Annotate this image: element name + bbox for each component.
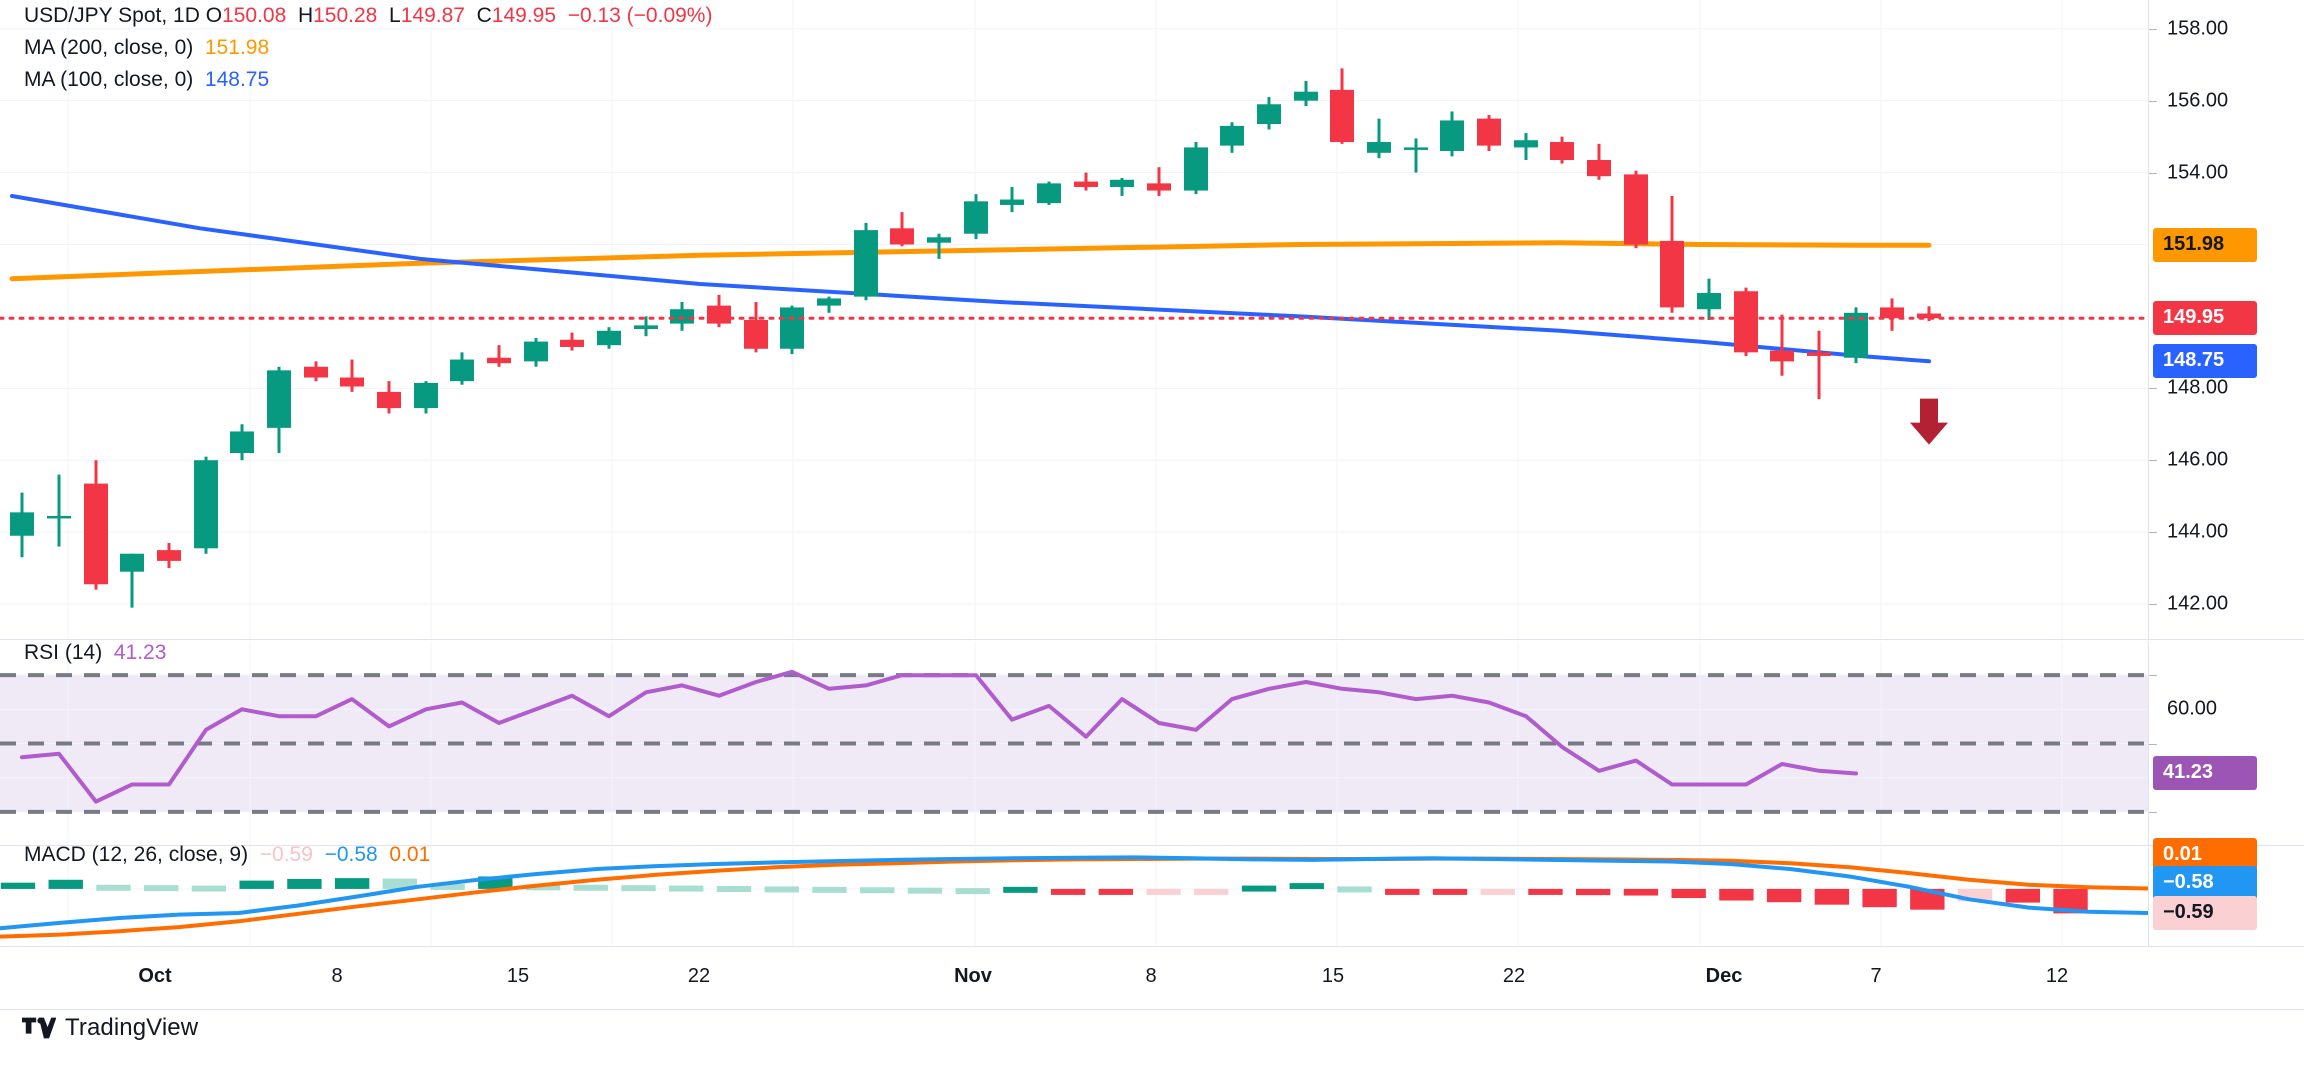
price-canvas — [0, 0, 2148, 639]
macd-hist-pill[interactable]: −0.59 — [2153, 896, 2257, 930]
macd-canvas — [0, 847, 2148, 946]
price-axis-label: 158.00 — [2167, 17, 2229, 40]
time-axis-label: Dec — [1705, 965, 1743, 987]
price-axis-label: 142.00 — [2167, 592, 2229, 615]
macd-pane[interactable]: 0.01 −0.58 −0.59 MACD (12, 26, close, 9) −… — [0, 838, 2304, 947]
rsi-value-pill[interactable]: 41.23 — [2153, 756, 2257, 791]
time-axis-label: 22 — [687, 965, 711, 987]
time-axis-label: 7 — [1870, 965, 1882, 987]
price-tick-mark — [2149, 388, 2157, 390]
time-axis-label: 8 — [1145, 965, 1157, 987]
time-axis-label: Nov — [954, 965, 992, 987]
rsi-scale[interactable]: 60.00 41.23 — [2148, 641, 2304, 845]
tradingview-wordmark: TradingView — [65, 1014, 199, 1041]
price-tick-mark — [2149, 100, 2157, 102]
price-axis-label: 154.00 — [2167, 161, 2229, 184]
rsi-tick-mark — [2149, 743, 2157, 745]
time-axis[interactable]: Oct 8 15 22 Nov 8 15 22 Dec 7 12 — [0, 948, 2304, 1010]
price-tick-mark — [2149, 532, 2157, 534]
price-tick-mark — [2149, 28, 2157, 30]
macd-line-pill[interactable]: −0.58 — [2153, 866, 2257, 900]
tradingview-mark-icon — [22, 1017, 56, 1039]
time-axis-label: 22 — [1502, 965, 1526, 987]
rsi-tick-mark — [2149, 811, 2157, 813]
time-axis-label: 8 — [331, 965, 343, 987]
rsi-tick-mark — [2149, 675, 2157, 677]
price-tick-mark — [2149, 604, 2157, 606]
rsi-pane[interactable]: 60.00 41.23 RSI (14) 41.23 — [0, 641, 2304, 846]
rsi-canvas — [0, 641, 2148, 845]
time-axis-label: Oct — [138, 965, 172, 987]
price-scale[interactable]: 158.00 156.00 154.00 148.00 146.00 144.00 142.… — [2148, 0, 2304, 639]
last-price-pill[interactable]: 149.95 — [2153, 301, 2257, 336]
price-tick-mark — [2149, 172, 2157, 174]
price-axis-label: 144.00 — [2167, 520, 2229, 543]
price-axis-label: 148.00 — [2167, 376, 2229, 399]
price-tick-mark — [2149, 460, 2157, 462]
rsi-plot-area[interactable] — [0, 641, 2148, 845]
macd-scale[interactable]: 0.01 −0.58 −0.59 — [2148, 838, 2304, 946]
time-axis-label: 15 — [1321, 965, 1345, 987]
tradingview-logo: TradingView — [22, 1014, 198, 1042]
price-plot-area[interactable] — [0, 0, 2148, 639]
ma100-price-pill[interactable]: 148.75 — [2153, 344, 2257, 379]
price-axis-label: 146.00 — [2167, 448, 2229, 471]
price-axis-label: 156.00 — [2167, 89, 2229, 112]
rsi-axis-label: 60.00 — [2167, 697, 2218, 720]
macd-plot-area[interactable] — [0, 847, 2148, 946]
time-axis-label: 15 — [506, 965, 530, 987]
price-pane[interactable]: 158.00 156.00 154.00 148.00 146.00 144.00 142.… — [0, 0, 2304, 640]
ma200-price-pill[interactable]: 151.98 — [2153, 228, 2257, 263]
time-axis-label: 12 — [2045, 965, 2069, 987]
